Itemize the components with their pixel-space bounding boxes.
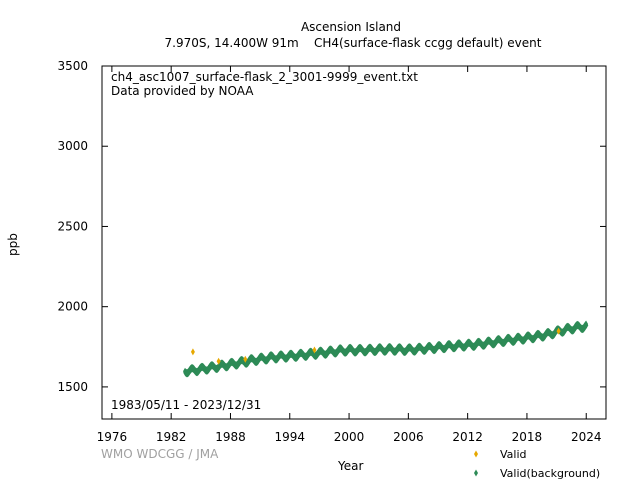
x-axis-label: Year bbox=[338, 459, 364, 473]
y-tick-label: 3000 bbox=[57, 139, 88, 153]
plot-frame bbox=[101, 65, 607, 420]
legend-marker-valid bbox=[474, 450, 478, 458]
y-tick-label: 2000 bbox=[57, 300, 88, 314]
data-point-valid bbox=[216, 357, 221, 365]
y-tick-label: 2500 bbox=[57, 219, 88, 233]
legend-label-valid: Valid bbox=[500, 448, 527, 461]
data-point-background bbox=[584, 321, 589, 329]
x-tick-label: 1994 bbox=[274, 430, 305, 444]
data-point-valid bbox=[190, 348, 195, 356]
x-tick-label: 1982 bbox=[156, 430, 187, 444]
x-tick-label: 2000 bbox=[334, 430, 365, 444]
legend-marker-background bbox=[474, 469, 478, 477]
credit-text: WMO WDCGG / JMA bbox=[101, 447, 219, 461]
date-range-annotation: 1983/05/11 - 2023/12/31 bbox=[111, 398, 261, 412]
x-tick-label: 2012 bbox=[452, 430, 483, 444]
x-tick-label: 2018 bbox=[512, 430, 543, 444]
provider-annotation: Data provided by NOAA bbox=[111, 84, 254, 98]
chart-subtitle: 7.970S, 14.400W 91m CH4(surface-flask cc… bbox=[164, 36, 542, 50]
chart-title: Ascension Island bbox=[300, 20, 402, 34]
data-point-valid bbox=[312, 346, 317, 354]
x-tick-label: 2006 bbox=[393, 430, 424, 444]
x-tick-label: 2024 bbox=[571, 430, 602, 444]
y-tick-label: 3500 bbox=[57, 59, 88, 73]
legend-label-background: Valid(background) bbox=[500, 467, 600, 480]
filename-annotation: ch4_asc1007_surface-flask_2_3001-9999_ev… bbox=[111, 70, 418, 84]
y-tick-label: 1500 bbox=[57, 380, 88, 394]
data-point-valid bbox=[556, 327, 561, 335]
data-point-valid bbox=[243, 355, 248, 363]
x-tick-label: 1988 bbox=[215, 430, 246, 444]
x-tick-label: 1976 bbox=[97, 430, 128, 444]
